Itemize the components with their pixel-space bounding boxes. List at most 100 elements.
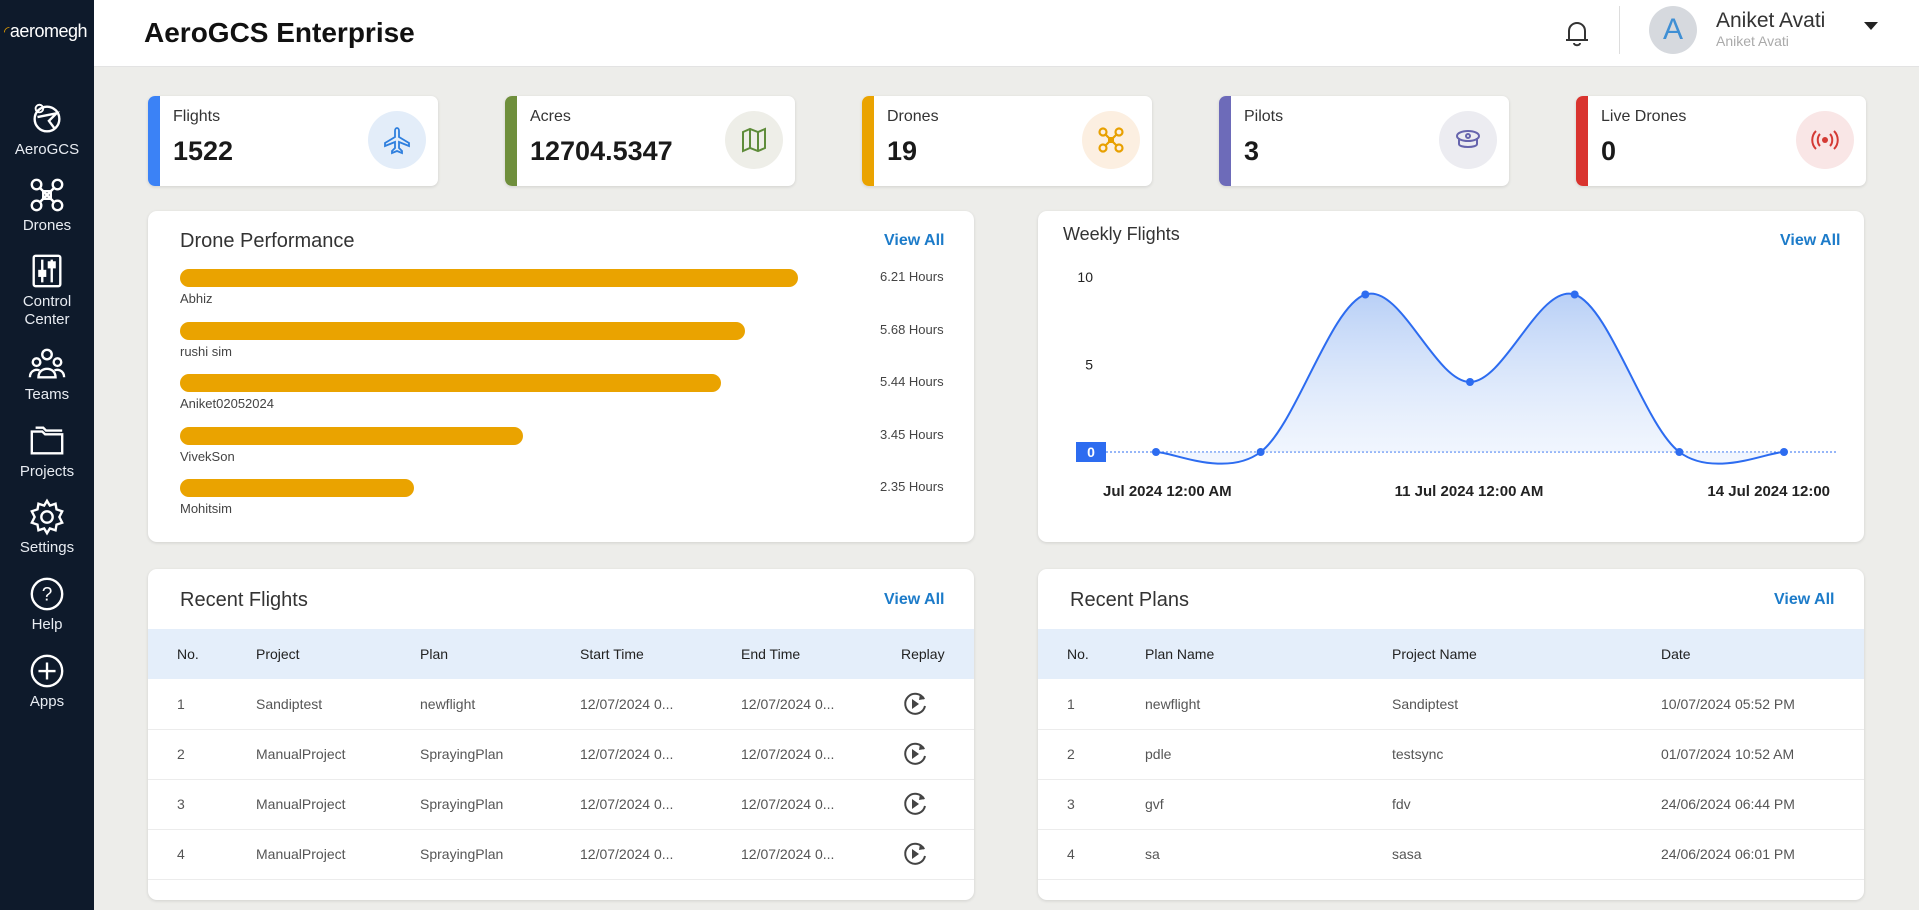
table-header-row: No. Project Plan Start Time End Time Rep… bbox=[148, 629, 974, 679]
sidebar-item-label: Control Center bbox=[22, 293, 72, 328]
column-header: Project bbox=[256, 646, 300, 662]
chevron-down-icon[interactable] bbox=[1864, 22, 1878, 30]
stat-value: 3 bbox=[1244, 136, 1260, 166]
hours-value: 2.35 Hours bbox=[880, 479, 944, 494]
replay-button[interactable] bbox=[901, 679, 974, 729]
stat-card-drones[interactable]: Drones 19 bbox=[862, 96, 1152, 186]
performance-bar bbox=[180, 269, 798, 287]
table-row[interactable]: 4 sa sasa 24/06/2024 06:01 PM bbox=[1038, 829, 1864, 879]
hours-value: 5.68 Hours bbox=[880, 322, 944, 337]
sidebar-item-help[interactable]: ? Help bbox=[0, 575, 94, 634]
performance-bar bbox=[180, 427, 523, 445]
cell-plan: newflight bbox=[420, 695, 476, 712]
view-all-link[interactable]: View All bbox=[1774, 591, 1835, 608]
stat-accent bbox=[1576, 96, 1588, 186]
avatar[interactable]: A bbox=[1649, 6, 1697, 54]
table-row[interactable]: 1 Sandiptest newflight 12/07/2024 0... 1… bbox=[148, 679, 974, 729]
cell-end-time: 12/07/2024 0... bbox=[741, 796, 835, 812]
brand-name: aeromegh bbox=[9, 20, 88, 41]
table-header-row: No. Plan Name Project Name Date bbox=[1038, 629, 1864, 679]
cell-start-time: 12/07/2024 0... bbox=[580, 746, 674, 762]
user-name[interactable]: Aniket Avati bbox=[1716, 9, 1826, 32]
sidebar-item-teams[interactable]: Teams bbox=[0, 345, 94, 404]
hours-value: 6.21 Hours bbox=[880, 269, 944, 284]
cell-plan-name: newflight bbox=[1145, 695, 1201, 712]
view-all-link[interactable]: View All bbox=[1780, 232, 1841, 249]
replay-icon bbox=[904, 692, 926, 715]
cell-date: 24/06/2024 06:01 PM bbox=[1661, 846, 1795, 862]
performance-row: rushi sim 5.68 Hours bbox=[180, 322, 960, 372]
sidebar-item-projects[interactable]: Projects bbox=[0, 422, 94, 481]
sidebar-item-control-center[interactable]: Control Center bbox=[0, 252, 94, 329]
performance-row: Aniket02052024 5.44 Hours bbox=[180, 374, 960, 424]
cell-project-name: Sandiptest bbox=[1392, 695, 1459, 712]
stat-label: Live Drones bbox=[1601, 108, 1687, 125]
x-tick-label: 14 Jul 2024 12:00 bbox=[1707, 483, 1830, 500]
cell-date: 10/07/2024 05:52 PM bbox=[1661, 695, 1795, 712]
sliders-icon bbox=[32, 254, 62, 288]
stat-card-pilots[interactable]: Pilots 3 bbox=[1219, 96, 1509, 186]
table-row[interactable]: 2 pdle testsync 01/07/2024 10:52 AM bbox=[1038, 729, 1864, 779]
broadcast-icon bbox=[1796, 111, 1854, 169]
cell-start-time: 12/07/2024 0... bbox=[580, 695, 674, 712]
x-tick-label: Jul 2024 12:00 AM bbox=[1103, 483, 1232, 500]
cell-project: ManualProject bbox=[256, 746, 346, 762]
replay-button[interactable] bbox=[901, 779, 974, 829]
table-row[interactable]: 1 newflight Sandiptest 10/07/2024 05:52 … bbox=[1038, 679, 1864, 729]
sidebar-item-settings[interactable]: Settings bbox=[0, 498, 94, 557]
table-row[interactable]: 3 gvf fdv 24/06/2024 06:44 PM bbox=[1038, 779, 1864, 829]
sidebar-item-label: Projects bbox=[19, 463, 75, 480]
column-header: No. bbox=[1067, 646, 1089, 662]
stat-accent bbox=[148, 96, 160, 186]
cell-project: ManualProject bbox=[256, 796, 346, 812]
pilot-icon bbox=[1439, 111, 1497, 169]
sidebar-item-label: Help bbox=[31, 616, 63, 633]
chart-area bbox=[1156, 293, 1784, 464]
map-icon bbox=[725, 111, 783, 169]
table-row[interactable]: 4 ManualProject SprayingPlan 12/07/2024 … bbox=[148, 829, 974, 879]
x-tick-label: 11 Jul 2024 12:00 AM bbox=[1395, 483, 1544, 500]
y-tick-label: 5 bbox=[1085, 357, 1093, 373]
replay-icon bbox=[904, 842, 926, 865]
sidebar-item-apps[interactable]: Apps bbox=[0, 652, 94, 711]
view-all-link[interactable]: View All bbox=[884, 591, 945, 608]
sidebar-item-aerogcs[interactable]: AeroGCS bbox=[0, 100, 94, 159]
recent-plans-panel: Recent Plans View All No. Plan Name Proj… bbox=[1038, 569, 1864, 900]
brand-logo[interactable]: ◜ aeromegh bbox=[0, 0, 94, 62]
performance-bar bbox=[180, 322, 745, 340]
gear-icon bbox=[30, 498, 64, 536]
performance-bar bbox=[180, 479, 414, 497]
column-header: Plan Name bbox=[1145, 646, 1215, 662]
notification-bell-icon[interactable] bbox=[1560, 16, 1594, 50]
table-row[interactable]: 3 ManualProject SprayingPlan 12/07/2024 … bbox=[148, 779, 974, 829]
stat-card-acres[interactable]: Acres 12704.5347 bbox=[505, 96, 795, 186]
replay-button[interactable] bbox=[901, 729, 974, 779]
drone-performance-panel: Drone Performance View All Abhiz 6.21 Ho… bbox=[148, 211, 974, 542]
cell-date: 01/07/2024 10:52 AM bbox=[1661, 746, 1795, 762]
weekly-flights-panel: Weekly Flights View All 5 10 0 Jul 2024 12:… bbox=[1038, 211, 1864, 542]
cell-no: 3 bbox=[1067, 796, 1075, 812]
panel-title: Recent Flights bbox=[180, 589, 308, 611]
drone-name: Abhiz bbox=[180, 291, 213, 306]
header-divider bbox=[1619, 6, 1620, 54]
aeromegh-logo-icon: ◜ bbox=[4, 22, 9, 39]
performance-bar bbox=[180, 374, 721, 392]
page-title: AeroGCS Enterprise bbox=[144, 17, 415, 48]
chart-point bbox=[1780, 448, 1788, 456]
chart-point bbox=[1466, 378, 1474, 386]
sidebar-item-label: Drones bbox=[22, 217, 72, 234]
sidebar-item-drones[interactable]: Drones bbox=[0, 176, 94, 235]
cell-no: 4 bbox=[1067, 846, 1075, 862]
stat-card-flights[interactable]: Flights 1522 bbox=[148, 96, 438, 186]
help-icon: ? bbox=[30, 577, 64, 611]
table-row[interactable]: 2 ManualProject SprayingPlan 12/07/2024 … bbox=[148, 729, 974, 779]
performance-row: Mohitsim 2.35 Hours bbox=[180, 479, 960, 529]
hours-value: 5.44 Hours bbox=[880, 374, 944, 389]
cell-plan: SprayingPlan bbox=[420, 846, 504, 862]
column-header: Project Name bbox=[1392, 646, 1477, 662]
replay-button[interactable] bbox=[901, 829, 974, 879]
stat-card-live-drones[interactable]: Live Drones 0 bbox=[1576, 96, 1866, 186]
column-header: Date bbox=[1661, 646, 1691, 662]
team-icon bbox=[28, 348, 66, 379]
view-all-link[interactable]: View All bbox=[884, 232, 945, 249]
